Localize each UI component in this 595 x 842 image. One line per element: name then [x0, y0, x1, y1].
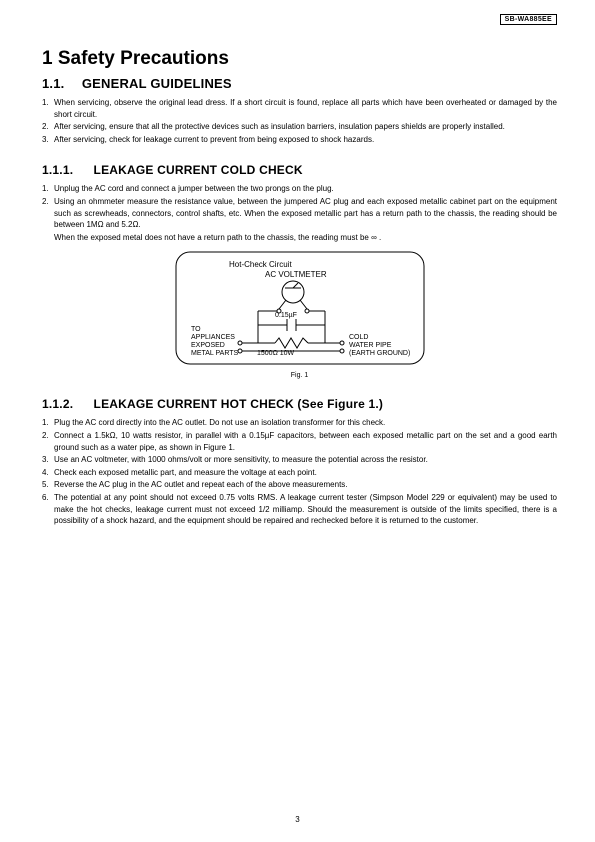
section-1-1-1-heading: 1.1.1. LEAKAGE CURRENT COLD CHECK: [42, 163, 557, 177]
diagram-right-2: WATER PIPE: [349, 342, 392, 349]
list-item: Use an AC voltmeter, with 1000 ohms/volt…: [42, 454, 557, 466]
diagram-caption: Fig. 1: [175, 372, 425, 379]
list-item: Using an ohmmeter measure the resistance…: [42, 196, 557, 231]
list-item: Connect a 1.5kΩ, 10 watts resistor, in p…: [42, 430, 557, 453]
section-1-1-2-heading: 1.1.2. LEAKAGE CURRENT HOT CHECK (See Fi…: [42, 397, 557, 411]
diagram-voltmeter-label: AC VOLTMETER: [265, 270, 327, 279]
page-number: 3: [0, 815, 595, 824]
section-num: 1.1.: [42, 76, 78, 91]
diagram-left-4: METAL PARTS: [191, 350, 239, 357]
diagram-cap-label: 0.15µF: [275, 312, 297, 319]
diagram-res-label: 1500Ω 10W: [257, 350, 295, 357]
list-item: Reverse the AC plug in the AC outlet and…: [42, 479, 557, 491]
diagram-left-3: EXPOSED: [191, 342, 225, 349]
guidelines-list-1-1-1: Unplug the AC cord and connect a jumper …: [42, 183, 557, 230]
list-item: Unplug the AC cord and connect a jumper …: [42, 183, 557, 195]
section-text: LEAKAGE CURRENT HOT CHECK (See Figure 1.…: [94, 397, 384, 411]
section-text: LEAKAGE CURRENT COLD CHECK: [94, 163, 303, 177]
model-label-box: SB-WA885EE: [500, 14, 557, 25]
list-item: Plug the AC cord directly into the AC ou…: [42, 417, 557, 429]
page-title: 1 Safety Precautions: [42, 48, 557, 70]
guidelines-list-1-1-2: Plug the AC cord directly into the AC ou…: [42, 417, 557, 526]
diagram-right-3: (EARTH GROUND): [349, 350, 410, 357]
list-item: When servicing, observe the original lea…: [42, 97, 557, 120]
diagram-left-1: TO: [191, 326, 201, 333]
hot-check-circuit-diagram: Hot-Check Circuit AC VOLTMETER 0.15µF: [175, 251, 425, 379]
diagram-title: Hot-Check Circuit: [229, 260, 292, 269]
section-text: GENERAL GUIDELINES: [82, 76, 232, 91]
list-item: After servicing, ensure that all the pro…: [42, 121, 557, 133]
section-1-1-heading: 1.1. GENERAL GUIDELINES: [42, 76, 557, 91]
extra-note: When the exposed metal does not have a r…: [42, 232, 557, 244]
guidelines-list-1-1: When servicing, observe the original lea…: [42, 97, 557, 145]
list-item: The potential at any point should not ex…: [42, 492, 557, 527]
section-num: 1.1.2.: [42, 397, 90, 411]
list-item: Check each exposed metallic part, and me…: [42, 467, 557, 479]
diagram-right-1: COLD: [349, 334, 368, 341]
list-item: After servicing, check for leakage curre…: [42, 134, 557, 146]
section-num: 1.1.1.: [42, 163, 90, 177]
diagram-left-2: APPLIANCES: [191, 334, 235, 341]
